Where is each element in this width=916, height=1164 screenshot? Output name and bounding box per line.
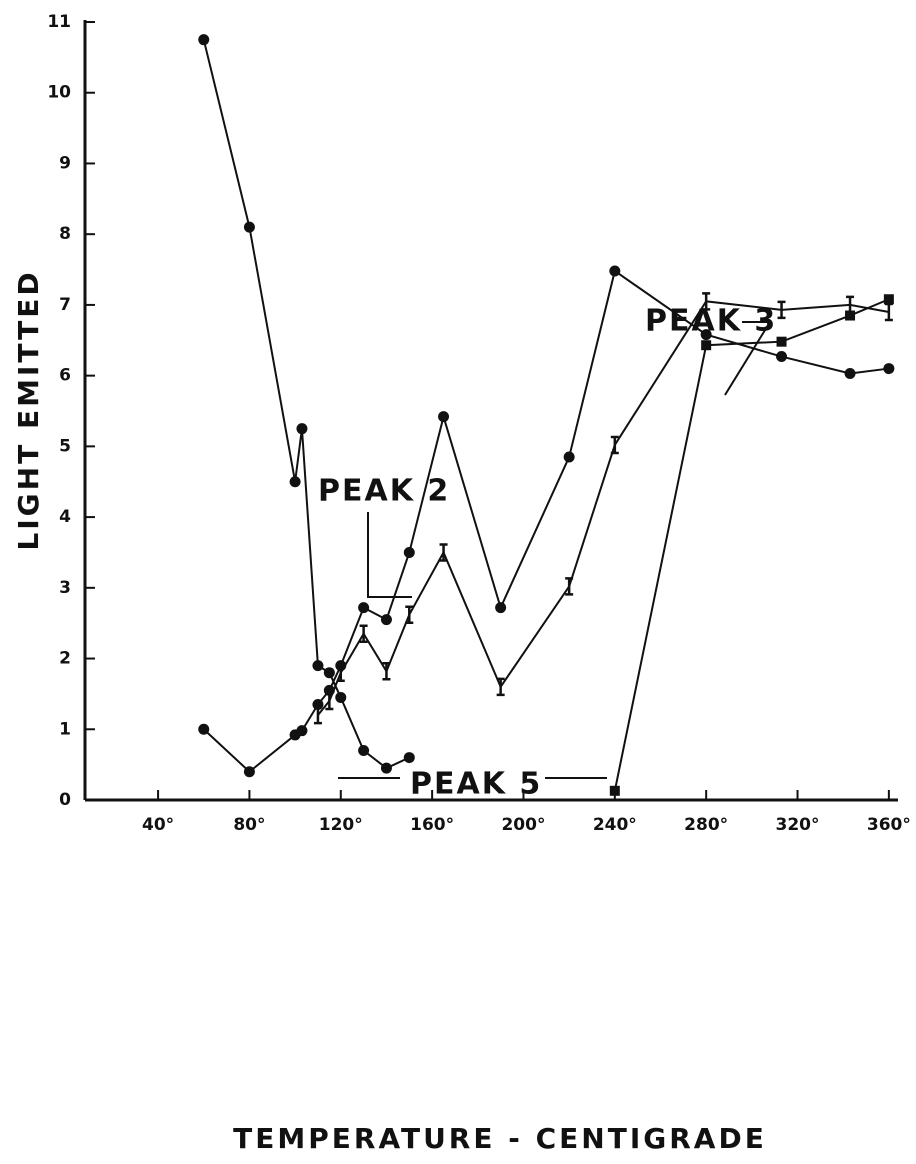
point bbox=[243, 221, 255, 233]
point bbox=[323, 667, 335, 679]
y-tick-label: 1 bbox=[59, 719, 71, 739]
y-tick-label: 4 bbox=[59, 507, 71, 527]
annotation-arrows bbox=[338, 321, 772, 779]
point bbox=[405, 605, 414, 624]
point bbox=[380, 614, 392, 626]
point bbox=[609, 785, 620, 796]
point bbox=[359, 624, 368, 644]
point bbox=[296, 725, 308, 737]
y-tick-label: 7 bbox=[59, 295, 71, 315]
point bbox=[776, 336, 787, 347]
x-tick-label: 120° bbox=[319, 815, 363, 835]
point bbox=[495, 602, 507, 614]
point bbox=[358, 744, 370, 756]
x-tick-label: 40° bbox=[142, 815, 174, 835]
point bbox=[610, 435, 619, 455]
series-line bbox=[202, 39, 410, 770]
point bbox=[565, 577, 574, 596]
point bbox=[439, 543, 448, 562]
point bbox=[701, 340, 712, 351]
point bbox=[496, 677, 505, 697]
y-axis-label: LIGHT EMITTED bbox=[12, 269, 45, 550]
point bbox=[883, 363, 895, 375]
y-tick-label: 2 bbox=[59, 649, 71, 669]
point bbox=[700, 329, 712, 341]
y-tick-label: 11 bbox=[47, 12, 71, 32]
point bbox=[380, 762, 392, 774]
x-axis-label: TEMPERATURE - CENTIGRADE bbox=[233, 1122, 767, 1155]
point bbox=[312, 660, 324, 672]
point bbox=[198, 723, 210, 735]
y-tick-label: 6 bbox=[59, 366, 71, 386]
series-line bbox=[317, 300, 890, 716]
annotation: PEAK 5 bbox=[410, 767, 542, 802]
point bbox=[335, 691, 347, 703]
point bbox=[403, 752, 415, 764]
y-tick-label: 8 bbox=[59, 224, 71, 244]
point bbox=[403, 546, 415, 558]
point bbox=[844, 368, 856, 380]
y-tick-label: 0 bbox=[59, 790, 71, 810]
point bbox=[313, 705, 322, 725]
x-tick-label: 280° bbox=[684, 815, 728, 835]
point bbox=[296, 423, 308, 435]
x-tick-label: 360° bbox=[867, 815, 911, 835]
point bbox=[609, 265, 621, 277]
x-tick-label: 160° bbox=[410, 815, 454, 835]
y-tick-label: 9 bbox=[59, 153, 71, 173]
x-tick-label: 240° bbox=[593, 815, 637, 835]
point bbox=[198, 34, 210, 46]
annotation: PEAK 2 bbox=[318, 474, 450, 509]
point bbox=[563, 451, 575, 463]
point bbox=[382, 662, 391, 681]
point bbox=[776, 351, 788, 363]
point bbox=[702, 292, 711, 311]
point bbox=[845, 310, 856, 321]
point bbox=[883, 294, 894, 305]
point bbox=[777, 300, 786, 320]
point bbox=[358, 602, 370, 614]
y-tick-label: 5 bbox=[59, 436, 71, 456]
point bbox=[289, 476, 301, 488]
y-tick-label: 3 bbox=[59, 578, 71, 598]
point bbox=[243, 766, 255, 778]
x-tick-label: 320° bbox=[776, 815, 820, 835]
point bbox=[325, 691, 334, 711]
point bbox=[438, 411, 450, 423]
x-tick-label: 200° bbox=[501, 815, 545, 835]
point bbox=[336, 663, 345, 682]
x-tick-label: 80° bbox=[233, 815, 265, 835]
y-tick-label: 10 bbox=[47, 83, 71, 103]
